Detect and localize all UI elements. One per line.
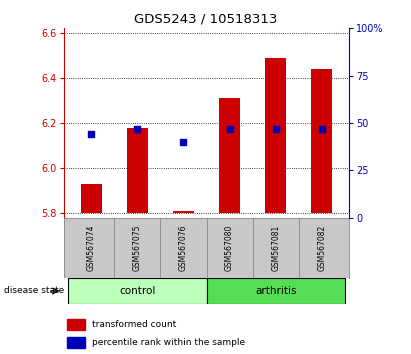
Text: GSM567081: GSM567081 — [271, 225, 280, 271]
Bar — [173, 211, 194, 213]
Text: GSM567080: GSM567080 — [225, 224, 234, 271]
Bar — [127, 127, 148, 213]
Text: GSM567074: GSM567074 — [87, 224, 96, 271]
Point — [180, 139, 187, 145]
Text: control: control — [119, 286, 156, 296]
Text: disease state: disease state — [4, 286, 65, 296]
Bar — [68, 278, 206, 304]
Text: GSM567082: GSM567082 — [317, 225, 326, 271]
Text: percentile rank within the sample: percentile rank within the sample — [92, 338, 245, 347]
Bar — [265, 58, 286, 213]
Bar — [312, 69, 332, 213]
Text: transformed count: transformed count — [92, 320, 176, 329]
Bar — [81, 184, 102, 213]
Bar — [206, 278, 345, 304]
Bar — [67, 337, 85, 348]
Text: GSM567075: GSM567075 — [133, 224, 142, 271]
Point — [134, 126, 141, 132]
Text: arthritis: arthritis — [255, 286, 296, 296]
Point — [226, 126, 233, 132]
Bar — [67, 319, 85, 330]
Text: GSM567076: GSM567076 — [179, 224, 188, 271]
Bar — [219, 98, 240, 213]
Text: GDS5243 / 10518313: GDS5243 / 10518313 — [134, 12, 277, 25]
Point — [319, 126, 325, 132]
Point — [88, 132, 95, 137]
Point — [272, 126, 279, 132]
